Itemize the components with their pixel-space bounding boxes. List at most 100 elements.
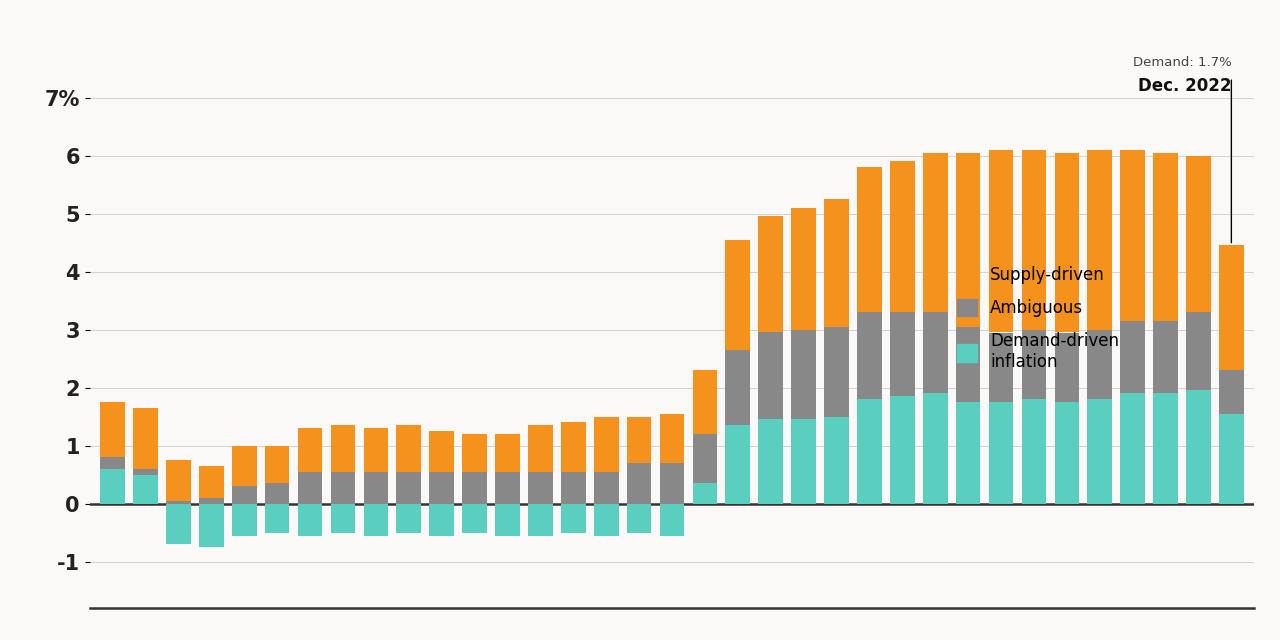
- Text: Demand: 1.7%: Demand: 1.7%: [1133, 56, 1231, 68]
- Bar: [495, 434, 520, 472]
- Bar: [364, 428, 388, 472]
- Bar: [1055, 402, 1079, 504]
- Bar: [495, 472, 520, 504]
- Bar: [1153, 394, 1178, 504]
- Bar: [1088, 150, 1112, 330]
- Bar: [627, 504, 652, 532]
- Bar: [923, 312, 947, 394]
- Bar: [1187, 390, 1211, 504]
- Bar: [923, 153, 947, 312]
- Bar: [198, 466, 224, 498]
- Bar: [198, 504, 224, 547]
- Bar: [858, 399, 882, 504]
- Bar: [824, 417, 849, 504]
- Bar: [1088, 330, 1112, 399]
- Bar: [1219, 246, 1244, 370]
- Bar: [529, 504, 553, 536]
- Bar: [1120, 394, 1146, 504]
- Bar: [429, 472, 454, 504]
- Bar: [692, 483, 717, 504]
- Bar: [890, 396, 915, 504]
- Bar: [988, 333, 1014, 402]
- Bar: [198, 498, 224, 504]
- Bar: [758, 333, 783, 419]
- Bar: [100, 457, 125, 468]
- Bar: [462, 434, 486, 472]
- Bar: [692, 434, 717, 483]
- Bar: [1055, 333, 1079, 402]
- Bar: [1187, 312, 1211, 390]
- Bar: [298, 428, 323, 472]
- Bar: [956, 402, 980, 504]
- Bar: [429, 431, 454, 472]
- Bar: [1153, 153, 1178, 321]
- Bar: [594, 417, 618, 472]
- Bar: [166, 504, 191, 544]
- Bar: [265, 483, 289, 504]
- Bar: [726, 350, 750, 426]
- Bar: [1120, 321, 1146, 394]
- Bar: [1153, 321, 1178, 394]
- Bar: [791, 419, 815, 504]
- Bar: [529, 426, 553, 472]
- Legend: Supply-driven, Ambiguous, Demand-driven
inflation: Supply-driven, Ambiguous, Demand-driven …: [948, 257, 1128, 380]
- Bar: [858, 312, 882, 399]
- Bar: [791, 330, 815, 419]
- Bar: [627, 463, 652, 504]
- Bar: [758, 419, 783, 504]
- Bar: [495, 504, 520, 536]
- Bar: [330, 472, 356, 504]
- Bar: [594, 504, 618, 536]
- Bar: [1021, 150, 1046, 330]
- Bar: [594, 472, 618, 504]
- Text: Dec. 2022: Dec. 2022: [1138, 77, 1231, 95]
- Bar: [858, 167, 882, 312]
- Bar: [232, 504, 256, 536]
- Bar: [1219, 413, 1244, 504]
- Bar: [133, 408, 157, 468]
- Bar: [890, 161, 915, 312]
- Bar: [232, 486, 256, 504]
- Bar: [561, 422, 586, 472]
- Bar: [265, 504, 289, 532]
- Bar: [1219, 370, 1244, 413]
- Bar: [166, 460, 191, 500]
- Bar: [758, 216, 783, 333]
- Bar: [824, 199, 849, 326]
- Bar: [166, 500, 191, 504]
- Bar: [659, 504, 685, 536]
- Bar: [956, 326, 980, 402]
- Bar: [100, 402, 125, 457]
- Bar: [1021, 399, 1046, 504]
- Bar: [133, 468, 157, 475]
- Bar: [726, 426, 750, 504]
- Bar: [462, 472, 486, 504]
- Bar: [364, 472, 388, 504]
- Bar: [265, 445, 289, 483]
- Bar: [890, 312, 915, 396]
- Bar: [232, 445, 256, 486]
- Bar: [364, 504, 388, 536]
- Bar: [133, 475, 157, 504]
- Bar: [462, 504, 486, 532]
- Bar: [397, 472, 421, 504]
- Bar: [1120, 150, 1146, 321]
- Bar: [627, 417, 652, 463]
- Bar: [988, 402, 1014, 504]
- Bar: [692, 370, 717, 434]
- Bar: [397, 504, 421, 532]
- Bar: [561, 472, 586, 504]
- Bar: [726, 240, 750, 350]
- Bar: [429, 504, 454, 536]
- Bar: [659, 413, 685, 463]
- Bar: [100, 468, 125, 504]
- Bar: [791, 208, 815, 330]
- Bar: [397, 426, 421, 472]
- Bar: [298, 504, 323, 536]
- Bar: [1187, 156, 1211, 312]
- Bar: [956, 153, 980, 326]
- Bar: [988, 150, 1014, 333]
- Bar: [824, 326, 849, 417]
- Bar: [1088, 399, 1112, 504]
- Bar: [561, 504, 586, 532]
